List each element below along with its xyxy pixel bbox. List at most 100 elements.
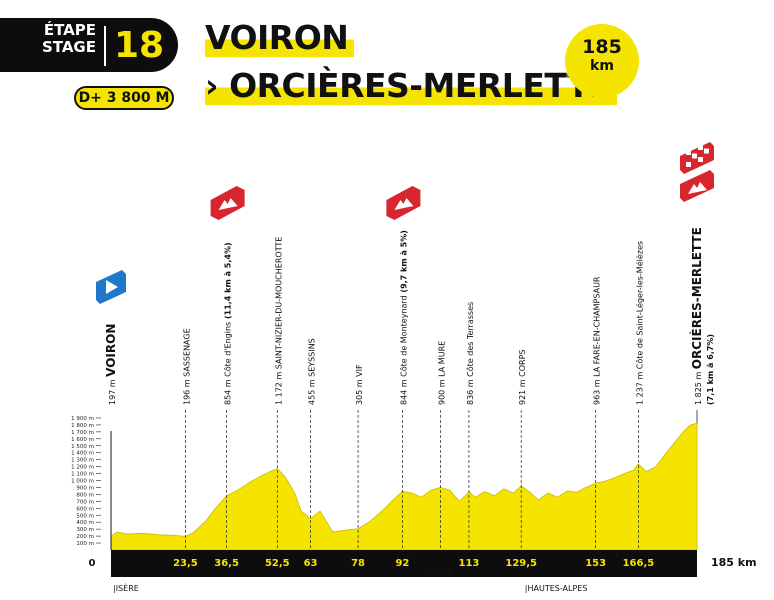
y-tick-label: 500 m (76, 513, 94, 519)
finish-mountain-icon (680, 170, 714, 202)
marker-altitude: 196 m (182, 377, 191, 405)
y-tick-label: 600 m (76, 506, 94, 512)
mountain-glyph (218, 198, 238, 210)
stage-separator (104, 26, 106, 66)
elevation-gain-badge: D+ 3 800 M (74, 86, 174, 110)
y-tick-label: 1 700 m (71, 430, 94, 436)
marker-name: Côte des Terrasses (465, 302, 475, 377)
distance-bar (111, 550, 697, 577)
y-tick-label: 800 m (76, 492, 94, 498)
km-label: 78 (351, 558, 365, 569)
y-tick-label: 1 300 m (71, 458, 94, 464)
marker-name: Côte de Saint-Léger-les-Mélèzes (634, 241, 644, 369)
marker-label-1: 196 m SASSENAGE (182, 328, 191, 405)
marker-altitude: 197 m (108, 377, 117, 405)
marker-name: SEYSSINS (308, 338, 317, 377)
y-tick-label: 1 800 m (71, 423, 94, 429)
marker-altitude: 455 m (308, 377, 317, 405)
km-label: 113 (458, 558, 479, 569)
climb-badge-shape (680, 170, 714, 202)
km-label: 36,5 (214, 558, 239, 569)
x-start-label: 0 (89, 558, 96, 569)
start-arrow-glyph (106, 280, 118, 294)
marker-text: 1 237 m Côte de Saint-Léger-les-Mélèzes (634, 241, 644, 405)
km-label: 153 (585, 558, 606, 569)
marker-text: 1 172 m SAINT-NIZIER-DU-MOUCHEROTTE (274, 237, 283, 405)
marker-name: LA FARE-EN-CHAMPSAUR (593, 276, 602, 377)
km-label: 166,5 (623, 558, 655, 569)
marker-label-9: 921 m CORPS (518, 350, 527, 406)
km-label: 23,5 (173, 558, 198, 569)
distance-unit: km (590, 58, 614, 74)
marker-text: 1 825 m ORCIÈRES-MERLETTE(7,1 km à 6,7%) (689, 227, 715, 405)
marker-name: CORPS (518, 350, 527, 377)
marker-text: 305 m VIF (355, 364, 364, 405)
y-tick-label: 1 000 m (71, 479, 94, 485)
title-line2: › ORCIÈRES-MERLETTE (205, 66, 618, 105)
distance-value: 185 (582, 36, 622, 58)
marker-text: 921 m CORPS (518, 350, 527, 406)
region-label: |HAUTES-ALPES (525, 584, 588, 593)
climb-badge-shape (210, 186, 245, 220)
marker-name: SAINT-NIZIER-DU-MOUCHEROTTE (274, 237, 283, 370)
marker-name: SASSENAGE (182, 328, 191, 376)
km-label: 104 (430, 567, 451, 578)
y-tick-label: 300 m (76, 527, 94, 533)
marker-climb-detail: (7,1 km à 6,7%) (706, 334, 715, 405)
checker-square (704, 148, 709, 154)
marker-label-6: 844 m Côte de Monteynard (9,7 km à 5%) (398, 230, 408, 405)
marker-altitude: 1 237 m (635, 369, 644, 405)
marker-climb-detail: (9,7 km à 5%) (399, 230, 408, 295)
y-tick-label: 1 600 m (71, 437, 94, 443)
marker-text: 963 m LA FARE-EN-CHAMPSAUR (593, 276, 602, 405)
marker-label-0: 197 m VOIRON (104, 324, 118, 405)
marker-altitude: 836 m (466, 377, 475, 405)
x-end-label: 185 km (711, 556, 757, 569)
marker-text: 844 m Côte de Monteynard (9,7 km à 5%) (398, 230, 408, 405)
marker-text: 836 m Côte des Terrasses (465, 302, 475, 405)
checker-square (686, 162, 691, 167)
y-tick-label: 1 900 m (71, 416, 94, 422)
marker-label-7: 900 m LA MURE (437, 341, 446, 405)
mountain-glyph (394, 198, 414, 210)
y-tick-label: 1 500 m (71, 444, 94, 450)
marker-altitude: 305 m (355, 377, 364, 405)
marker-label-4: 455 m SEYSSINS (308, 338, 317, 405)
stage-title-finish: › ORCIÈRES-MERLETTE (205, 66, 618, 105)
marker-altitude: 963 m (593, 377, 602, 405)
y-tick-label: 200 m (76, 534, 94, 540)
stage-word-en: STAGE (41, 38, 96, 56)
checker-square (686, 150, 691, 155)
marker-label-2: 854 m Côte d'Engins (11,4 km à 5,4%) (223, 242, 233, 405)
marker-altitude: 1 172 m (274, 369, 283, 405)
marker-altitude: 900 m (437, 377, 446, 405)
y-tick-label: 400 m (76, 520, 94, 526)
profile-area (110, 422, 698, 551)
y-tick-label: 700 m (76, 499, 94, 505)
region-label: |ISÈRE (113, 582, 139, 593)
marker-text: 196 m SASSENAGE (182, 328, 191, 405)
y-tick-label: 100 m (76, 541, 94, 547)
distance-badge: 185 km (565, 24, 639, 98)
stage-number: 18 (114, 25, 165, 66)
marker-name: Côte de Monteynard (398, 295, 408, 376)
stage-badge (0, 18, 178, 72)
y-tick-label: 1 100 m (71, 472, 94, 478)
marker-name: Côte d'Engins (223, 322, 233, 377)
marker-altitude: 1 825 m (694, 369, 703, 405)
checker-square (698, 145, 703, 150)
y-tick-label: 1 200 m (71, 465, 94, 471)
finish-checkered-flag-icon (680, 142, 714, 174)
climb-mountain-icon (210, 186, 245, 220)
km-label: 52,5 (265, 558, 290, 569)
checker-square (698, 157, 703, 162)
marker-label-8: 836 m Côte des Terrasses (465, 302, 475, 405)
y-tick-label: 1 400 m (71, 451, 94, 457)
km-label: 129,5 (505, 558, 537, 569)
title-line1: VOIRON (205, 18, 355, 57)
marker-text: 900 m LA MURE (437, 341, 446, 405)
stage-word-fr: ÉTAPE (43, 21, 96, 39)
marker-name: ORCIÈRES-MERLETTE (689, 227, 704, 369)
marker-label-12: 1 825 m ORCIÈRES-MERLETTE(7,1 km à 6,7%) (689, 227, 715, 405)
